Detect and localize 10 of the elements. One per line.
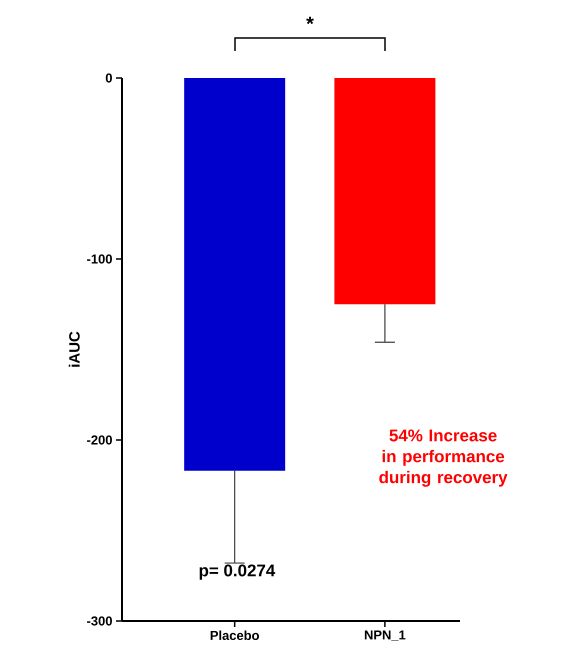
y-tick-label: -100: [87, 254, 112, 264]
x-tick-label: Placebo: [210, 630, 259, 640]
y-axis-title: iAUC: [68, 332, 80, 367]
annotation: 54% Increase in performance during recovery: [379, 429, 508, 487]
x-tick-label: NPN_1: [364, 630, 406, 641]
y-tick-label: -200: [87, 435, 112, 445]
text: *: [306, 16, 314, 24]
y-tick-label: -300: [87, 616, 112, 626]
annotation: p= 0.0274: [200, 564, 276, 580]
y-tick-label: 0: [106, 73, 112, 83]
